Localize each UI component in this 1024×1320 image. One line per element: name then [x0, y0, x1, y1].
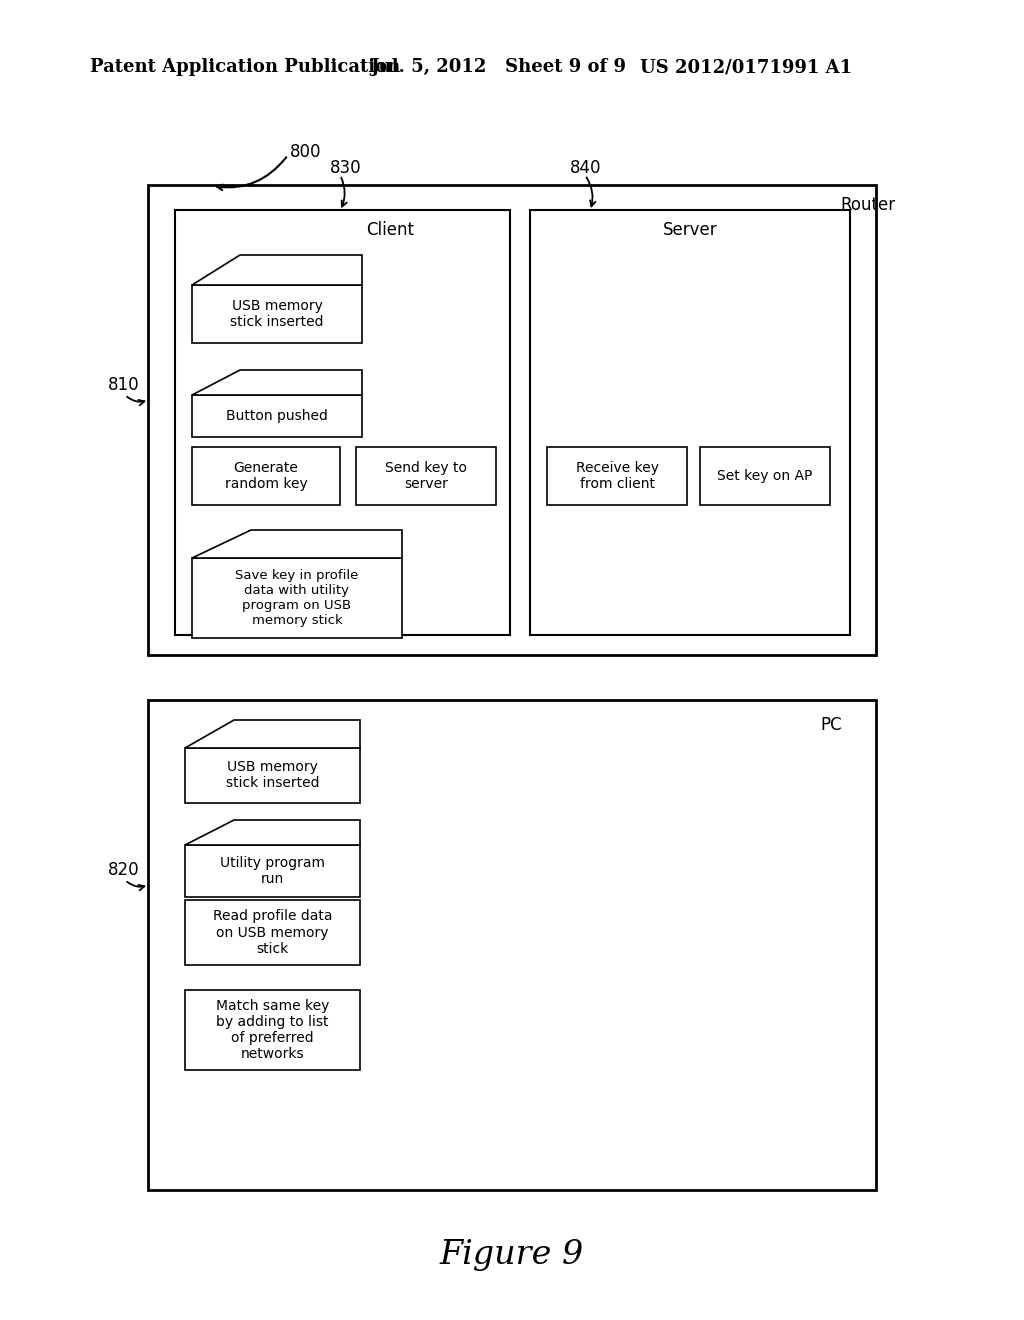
- Text: Figure 9: Figure 9: [440, 1239, 584, 1271]
- Text: USB memory
stick inserted: USB memory stick inserted: [230, 298, 324, 329]
- Bar: [185, 748, 360, 803]
- Text: Save key in profile
data with utility
program on USB
memory stick: Save key in profile data with utility pr…: [236, 569, 358, 627]
- Bar: [185, 900, 360, 965]
- Bar: [356, 447, 496, 506]
- Text: 810: 810: [108, 376, 139, 393]
- Bar: [193, 558, 402, 638]
- Text: 830: 830: [330, 158, 361, 177]
- Text: 820: 820: [108, 861, 139, 879]
- Text: Button pushed: Button pushed: [226, 409, 328, 422]
- Bar: [148, 185, 876, 655]
- Polygon shape: [185, 719, 360, 748]
- Text: USB memory
stick inserted: USB memory stick inserted: [225, 760, 319, 791]
- Text: 840: 840: [570, 158, 601, 177]
- Text: Utility program
run: Utility program run: [220, 855, 325, 886]
- Text: Set key on AP: Set key on AP: [718, 469, 813, 483]
- Text: Read profile data
on USB memory
stick: Read profile data on USB memory stick: [213, 909, 332, 956]
- Text: Client: Client: [366, 220, 414, 239]
- Text: Receive key
from client: Receive key from client: [575, 461, 658, 491]
- Text: Server: Server: [663, 220, 718, 239]
- Bar: [175, 210, 510, 635]
- Polygon shape: [193, 370, 362, 395]
- Text: Patent Application Publication: Patent Application Publication: [90, 58, 400, 77]
- Bar: [193, 447, 340, 506]
- Bar: [185, 990, 360, 1071]
- Bar: [193, 395, 362, 437]
- Bar: [530, 210, 850, 635]
- Bar: [700, 447, 830, 506]
- Bar: [193, 285, 362, 343]
- Text: 800: 800: [290, 143, 322, 161]
- Text: Send key to
server: Send key to server: [385, 461, 467, 491]
- Text: PC: PC: [820, 715, 842, 734]
- Text: US 2012/0171991 A1: US 2012/0171991 A1: [640, 58, 852, 77]
- Text: Match same key
by adding to list
of preferred
networks: Match same key by adding to list of pref…: [216, 999, 329, 1061]
- Polygon shape: [193, 255, 362, 285]
- Polygon shape: [185, 820, 360, 845]
- Bar: [547, 447, 687, 506]
- Bar: [185, 845, 360, 898]
- Text: Generate
random key: Generate random key: [224, 461, 307, 491]
- Text: Router: Router: [840, 195, 895, 214]
- Bar: [148, 700, 876, 1191]
- Text: Jul. 5, 2012   Sheet 9 of 9: Jul. 5, 2012 Sheet 9 of 9: [370, 58, 626, 77]
- Polygon shape: [193, 531, 402, 558]
